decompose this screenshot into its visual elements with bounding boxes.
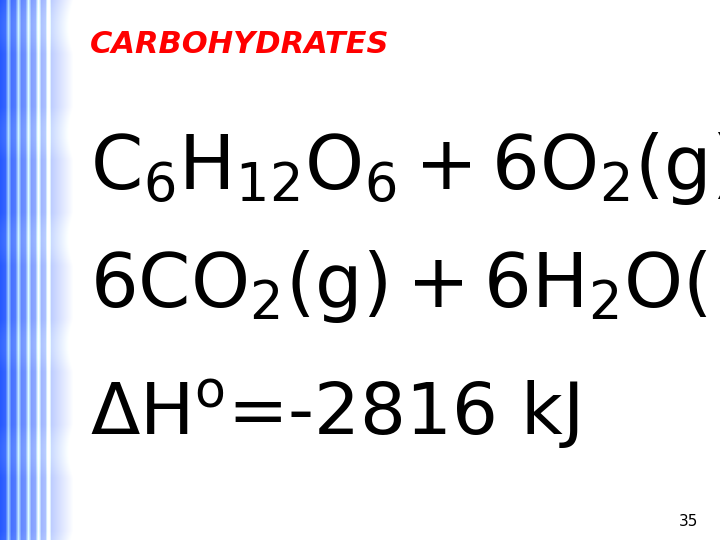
Text: CARBOHYDRATES: CARBOHYDRATES bbox=[90, 30, 390, 59]
Text: $\mathregular{6CO_2(g) + 6H_2O(l)}$: $\mathregular{6CO_2(g) + 6H_2O(l)}$ bbox=[90, 248, 720, 326]
Text: $\mathregular{C_6H_{12}O_6 + 6O_2(g) =}$: $\mathregular{C_6H_{12}O_6 + 6O_2(g) =}$ bbox=[90, 130, 720, 207]
Text: 35: 35 bbox=[679, 514, 698, 529]
Text: $\mathregular{\Delta H^o}$=-2816 kJ: $\mathregular{\Delta H^o}$=-2816 kJ bbox=[90, 378, 579, 453]
